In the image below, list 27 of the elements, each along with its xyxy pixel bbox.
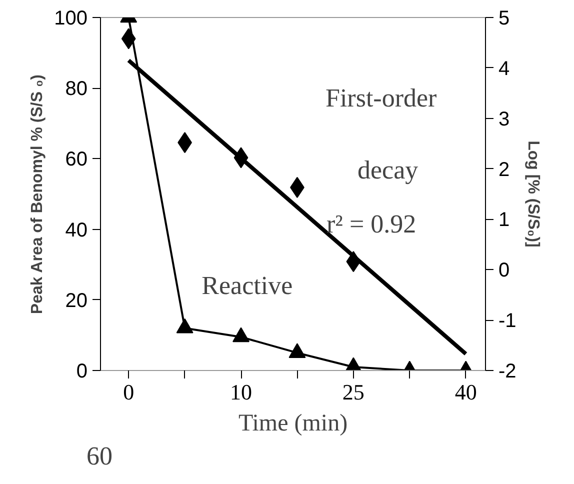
y2-tick-label: -2 [498, 360, 516, 382]
y-tick-label: 0 [76, 360, 88, 382]
series-label: Reactive [202, 270, 293, 300]
y2-axis-title: Log [% (S/S₀)] [524, 140, 542, 248]
x-axis-title: Time (min) [238, 410, 348, 436]
annotation: r² = 0.92 [326, 210, 416, 238]
x-tick-label: 25 [342, 380, 364, 404]
y2-tick-label: 2 [498, 158, 510, 181]
y2-tick-label: 4 [498, 58, 510, 80]
y2-tick-label: 3 [498, 108, 510, 130]
y-tick-label: 100 [54, 8, 88, 30]
point [232, 327, 250, 342]
y-tick-label: 80 [65, 78, 88, 100]
y-tick-label: 60 [65, 148, 88, 171]
y-tick-label: 20 [65, 290, 88, 312]
y2-tick-label: 0 [498, 260, 510, 282]
x-tick-label: 10 [230, 380, 252, 404]
y2-tick-label: 1 [498, 209, 510, 232]
text: 60 [86, 442, 112, 470]
x-tick-label: 40 [454, 380, 477, 404]
y2-tick-label: 5 [498, 8, 510, 30]
y2-tick-label: -1 [498, 310, 516, 332]
point [176, 318, 194, 334]
y-axis-title: Peak Area of Benomyl % (S/S ₀) [29, 74, 46, 314]
x-tick-label: 0 [123, 380, 134, 404]
point [288, 343, 306, 358]
y-tick-label: 40 [65, 219, 88, 242]
